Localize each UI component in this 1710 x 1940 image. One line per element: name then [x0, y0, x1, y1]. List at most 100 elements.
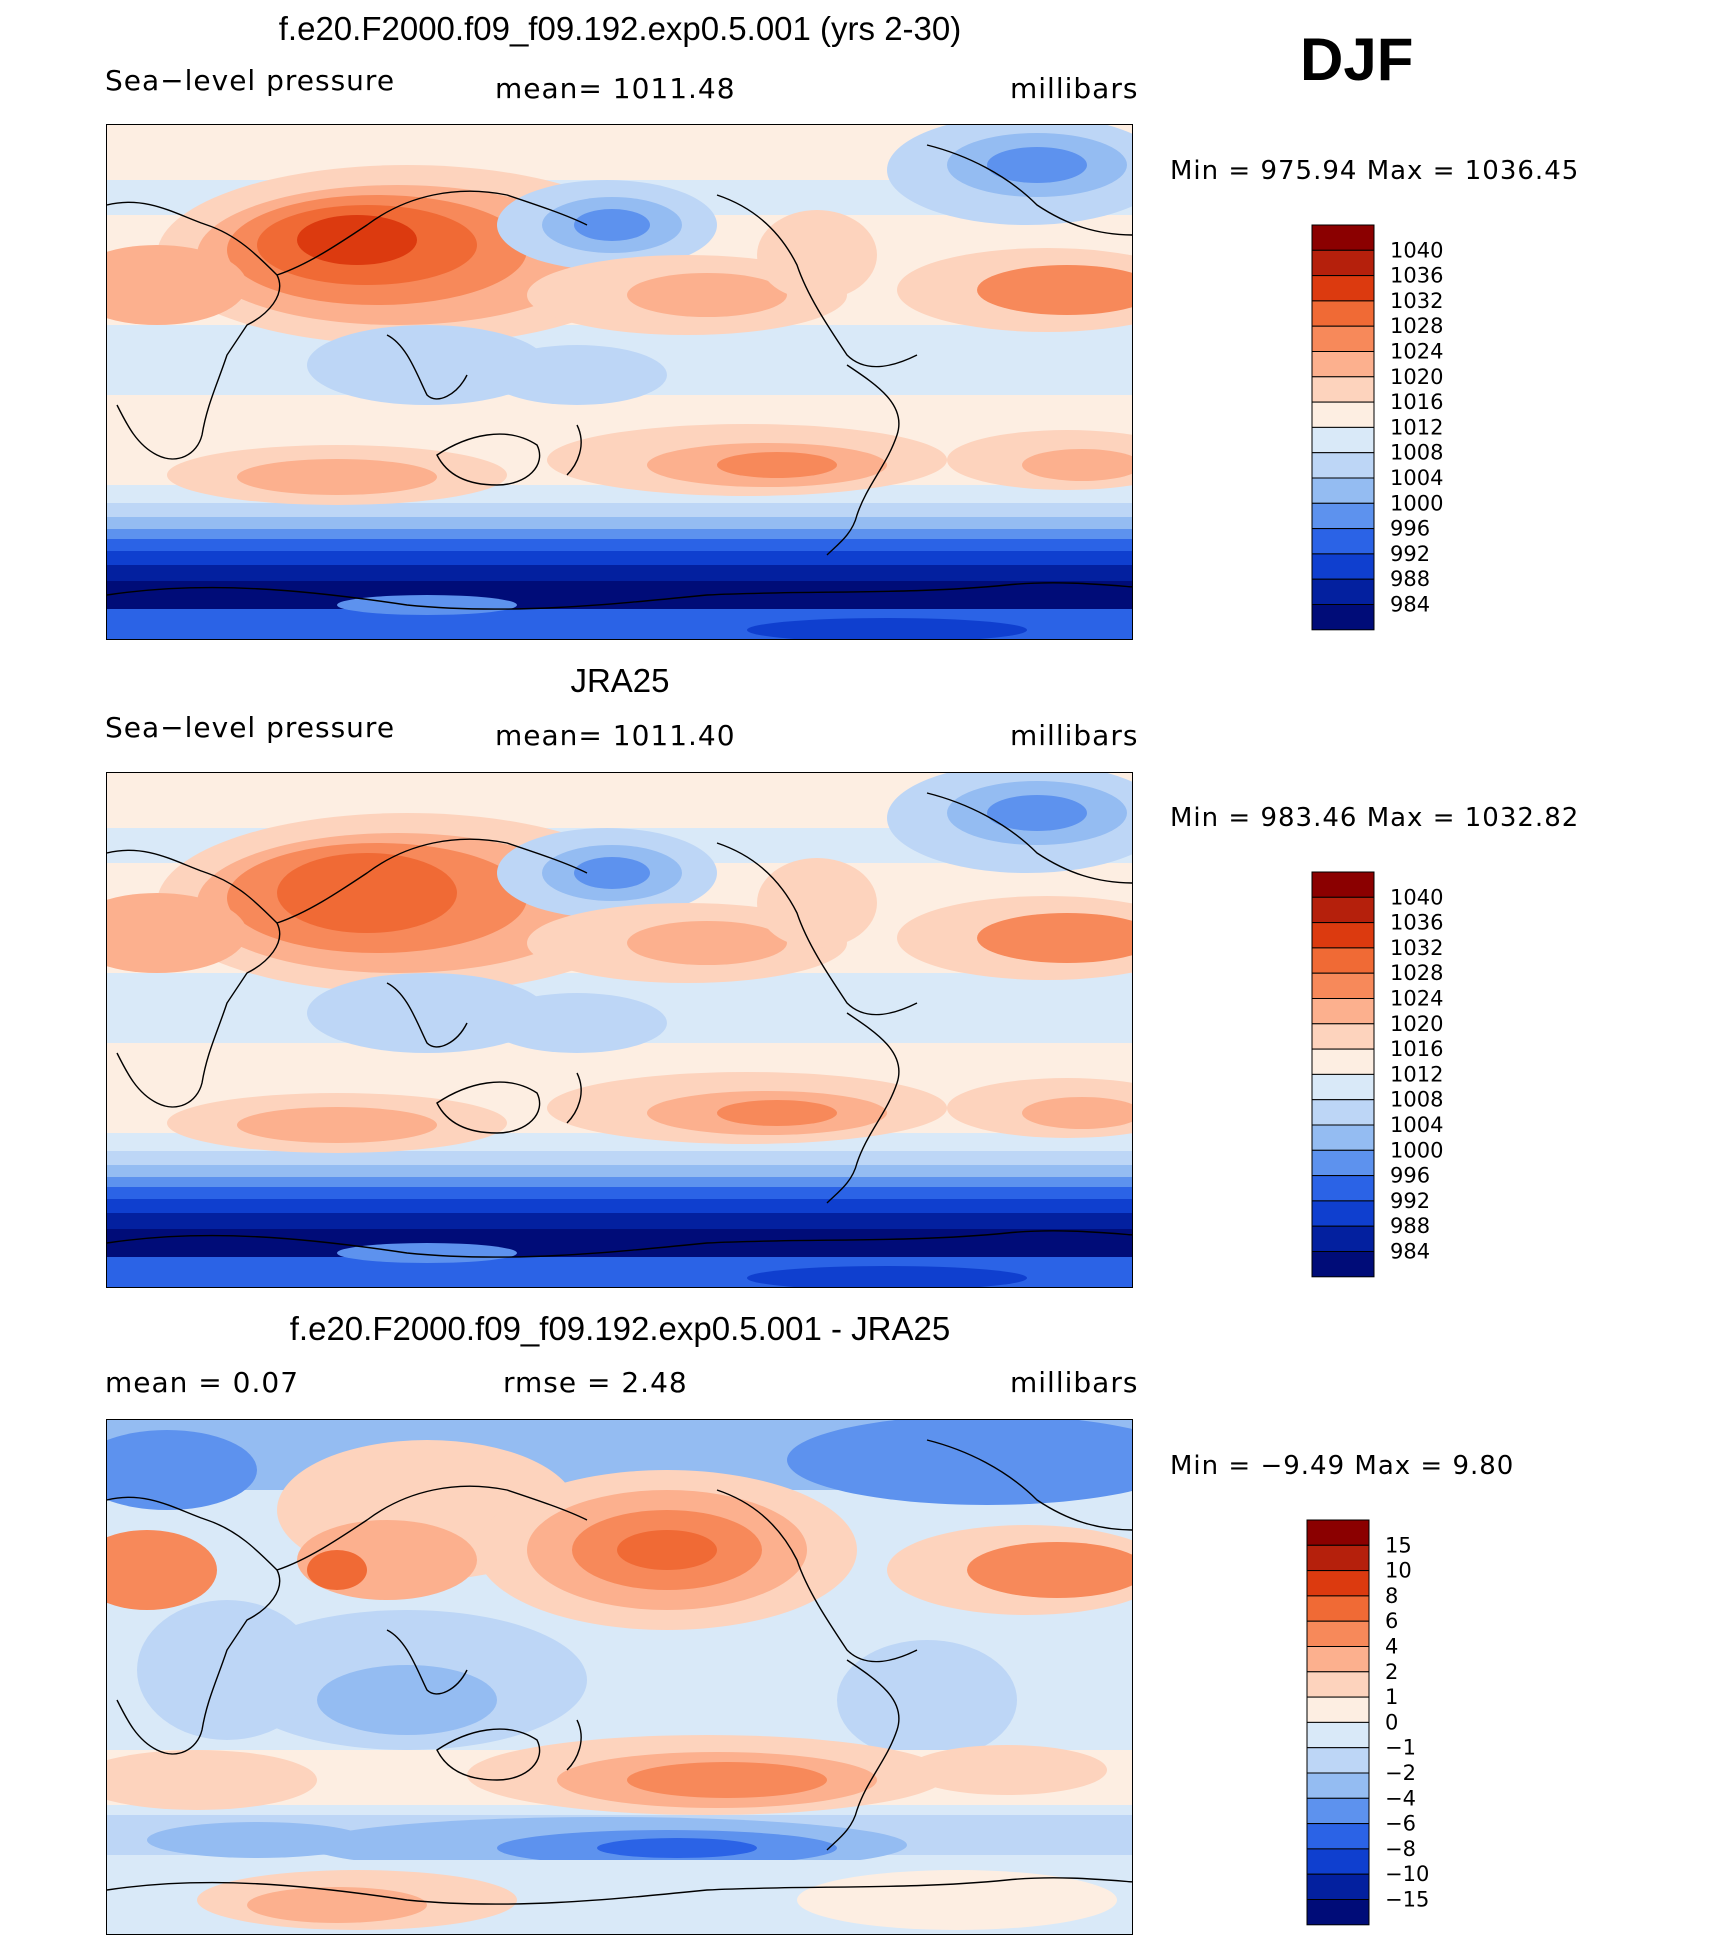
colorbar3-swatch [1306, 1721, 1370, 1749]
colorbar1-level-label: 996 [1390, 517, 1430, 541]
panel2-map [106, 772, 1133, 1288]
colorbar2-swatch [1311, 1200, 1375, 1227]
panel3-mean-label: mean = 0.07 [105, 1366, 300, 1399]
colorbar1-level-label: 1020 [1390, 365, 1443, 389]
colorbar2-swatch [1311, 922, 1375, 949]
colorbar2-level-label: 1024 [1390, 987, 1443, 1011]
colorbar2-swatch [1311, 896, 1375, 924]
panel1-variable-label: Sea−level pressure [105, 64, 396, 97]
colorbar2-swatch [1311, 947, 1375, 974]
colorbar3-swatch [1306, 1899, 1370, 1926]
colorbar1-swatch [1311, 275, 1375, 302]
colorbar3-level-label: 4 [1385, 1635, 1398, 1659]
colorbar3-swatch [1306, 1696, 1370, 1723]
colorbar1-swatch [1311, 578, 1375, 606]
colorbar2-swatch [1311, 1048, 1375, 1075]
colorbar2-swatch [1311, 1073, 1375, 1101]
panel2-colorbar: 1040103610321028102410201016101210081004… [1311, 871, 1443, 1278]
colorbar2-swatch [1311, 1149, 1375, 1177]
colorbar1-swatch [1311, 528, 1375, 555]
colorbar1-level-label: 1028 [1390, 314, 1443, 338]
colorbar3-level-label: −4 [1385, 1786, 1416, 1810]
panel3-units-label: millibars [1010, 1366, 1139, 1399]
colorbar2-swatch [1311, 1023, 1375, 1050]
colorbar2-level-label: 988 [1390, 1214, 1430, 1238]
colorbar3-swatch [1306, 1646, 1370, 1673]
colorbar1-level-label: 1032 [1390, 289, 1443, 313]
colorbar3-swatch [1306, 1620, 1370, 1647]
colorbar1-level-label: 1012 [1390, 415, 1443, 439]
colorbar3-level-label: 10 [1385, 1559, 1412, 1583]
colorbar3-level-label: 8 [1385, 1584, 1398, 1608]
colorbar1-level-label: 1024 [1390, 340, 1443, 364]
colorbar2-level-label: 1040 [1390, 885, 1443, 909]
colorbar3-swatch [1306, 1873, 1370, 1901]
colorbar3-level-label: −8 [1385, 1837, 1416, 1861]
colorbar1-swatch [1311, 325, 1375, 352]
colorbar2-level-label: 1016 [1390, 1037, 1443, 1061]
colorbar1-level-label: 1040 [1390, 238, 1443, 262]
colorbar2-level-label: 992 [1390, 1189, 1430, 1213]
panel1-units-label: millibars [1010, 72, 1139, 105]
colorbar2-level-label: 1036 [1390, 911, 1443, 935]
colorbar2-swatch [1311, 1099, 1375, 1126]
colorbar3-level-label: −6 [1385, 1812, 1416, 1836]
colorbar1-level-label: 1004 [1390, 466, 1443, 490]
colorbar1-swatch [1311, 351, 1375, 378]
colorbar3-level-label: 15 [1385, 1533, 1412, 1557]
colorbar2-swatch [1311, 871, 1375, 898]
colorbar1-level-label: 992 [1390, 542, 1430, 566]
colorbar3-swatch [1306, 1823, 1370, 1850]
colorbar2-level-label: 1020 [1390, 1012, 1443, 1036]
panel2-minmax: Min = 983.46 Max = 1032.82 [1170, 803, 1580, 833]
colorbar3-level-label: −1 [1385, 1736, 1416, 1760]
colorbar2-level-label: 1012 [1390, 1062, 1443, 1086]
panel1-minmax: Min = 975.94 Max = 1036.45 [1170, 156, 1580, 186]
panel2-title: JRA25 [570, 662, 670, 699]
panel2-variable-label: Sea−level pressure [105, 711, 396, 744]
colorbar1-swatch [1311, 604, 1375, 631]
colorbar3-swatch [1306, 1772, 1370, 1799]
colorbar1-level-label: 1036 [1390, 264, 1443, 288]
colorbar3-level-label: 1 [1385, 1685, 1398, 1709]
panel3-minmax: Min = −9.49 Max = 9.80 [1170, 1451, 1515, 1481]
colorbar1-swatch [1311, 401, 1375, 428]
colorbar2-swatch [1311, 1124, 1375, 1151]
colorbar3-swatch [1306, 1570, 1370, 1597]
colorbar2-level-label: 1032 [1390, 936, 1443, 960]
colorbar1-level-label: 988 [1390, 567, 1430, 591]
panel2-mean-label: mean= 1011.40 [495, 719, 736, 752]
colorbar2-level-label: 1028 [1390, 961, 1443, 985]
panel3-title: f.e20.F2000.f09_f09.192.exp0.5.001 - JRA… [289, 1310, 951, 1347]
colorbar3-swatch [1306, 1797, 1370, 1825]
colorbar2-swatch [1311, 1225, 1375, 1253]
colorbar3-level-label: −15 [1385, 1888, 1429, 1912]
colorbar1-swatch [1311, 477, 1375, 504]
colorbar3-level-label: 2 [1385, 1660, 1398, 1684]
season-label: DJF [1300, 26, 1414, 93]
colorbar2-level-label: 1004 [1390, 1113, 1443, 1137]
colorbar1-level-label: 1000 [1390, 491, 1443, 515]
colorbar1-swatch [1311, 376, 1375, 403]
colorbar2-swatch [1311, 972, 1375, 999]
colorbar1-swatch [1311, 426, 1375, 454]
colorbar2-swatch [1311, 1175, 1375, 1202]
colorbar2-level-label: 1000 [1390, 1138, 1443, 1162]
colorbar1-swatch [1311, 452, 1375, 479]
panel3-map [106, 1419, 1133, 1935]
colorbar3-swatch [1306, 1544, 1370, 1572]
colorbar1-swatch [1311, 553, 1375, 580]
colorbar1-level-label: 1016 [1390, 390, 1443, 414]
panel3-rmse-label: rmse = 2.48 [503, 1366, 688, 1399]
colorbar2-level-label: 996 [1390, 1164, 1430, 1188]
panel2-units-label: millibars [1010, 719, 1139, 752]
colorbar1-level-label: 984 [1390, 593, 1430, 617]
colorbar3-level-label: 0 [1385, 1710, 1398, 1734]
colorbar2-level-label: 1008 [1390, 1088, 1443, 1112]
colorbar2-swatch [1311, 998, 1375, 1025]
colorbar2-swatch [1311, 1251, 1375, 1278]
panel1-map [106, 124, 1133, 640]
colorbar1-swatch [1311, 249, 1375, 277]
colorbar1-swatch [1311, 300, 1375, 327]
